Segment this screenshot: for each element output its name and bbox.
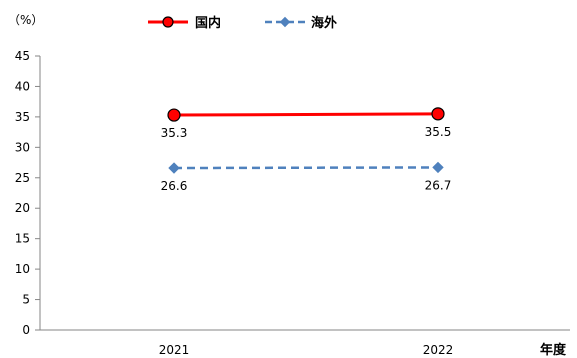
data-point [431,107,445,121]
y-tick-label: 0 [22,323,30,337]
legend-label: 国内 [195,15,221,31]
y-tick-label: 5 [22,293,30,307]
y-tick-label: 20 [15,201,30,215]
legend: 国内 海外 [148,15,337,31]
y-unit-label: （%） [8,13,43,27]
data-point [432,161,444,174]
x-axis-ticks: 2021 2022 [159,343,454,357]
data-point [167,108,181,122]
x-tick-label: 2021 [159,343,190,357]
y-tick-label: 15 [15,232,30,246]
y-tick-label: 10 [15,262,30,276]
y-tick-label: 35 [15,110,30,124]
y-tick-label: 30 [15,140,30,154]
data-label: 35.3 [161,126,188,140]
x-tick-label: 2022 [423,343,454,357]
y-tick-label: 45 [15,49,30,63]
series-overseas: 26.6 26.7 [161,161,452,193]
series-domestic: 35.3 35.5 [161,107,452,140]
series-layer: 35.3 35.5 26.6 26.7 [161,107,452,193]
legend-marker [279,16,291,28]
y-tick-label: 40 [15,79,30,93]
legend-marker [162,16,174,28]
legend-item-domestic: 国内 [148,15,221,31]
data-label: 26.7 [425,178,452,192]
legend-item-overseas: 海外 [265,15,337,31]
data-label: 26.6 [161,179,188,193]
legend-label: 海外 [311,15,337,31]
x-axis-title: 年度 [540,342,567,358]
data-label: 35.5 [425,125,452,139]
y-axis-ticks: 0 5 10 15 20 25 30 35 40 45 [15,49,40,337]
series-line [173,166,439,170]
data-point [168,162,180,174]
y-tick-label: 25 [15,171,30,185]
series-line [173,112,439,117]
